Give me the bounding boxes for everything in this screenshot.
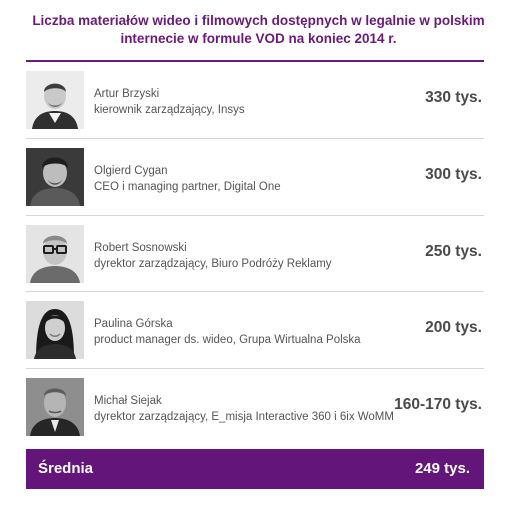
vod-count: 160-170 tys. [394, 396, 482, 413]
person-name: Artur Brzyski [94, 88, 160, 100]
person-role: product manager ds. wideo, Grupa Wirtual… [94, 334, 361, 346]
average-value: 249 tys. [414, 460, 470, 477]
avatar [26, 225, 84, 283]
vod-count: 330 tys. [425, 89, 482, 106]
title-line-2: internecie w formule VOD na koniec 2014 … [120, 31, 397, 46]
person-info: Paulina Górska product manager ds. wideo… [94, 316, 361, 348]
average-label: Średnia [38, 460, 94, 477]
list-item: Paulina Górska product manager ds. wideo… [26, 292, 484, 368]
avatar [26, 301, 84, 359]
title-line-1: Liczba materiałów wideo i filmowych dost… [32, 13, 485, 28]
person-role: kierownik zarządzający, Insys [94, 104, 245, 116]
person-name: Robert Sosnowski [94, 242, 187, 254]
person-info: Michał Siejak dyrektor zarządzający, E_m… [94, 393, 394, 425]
list-item: Robert Sosnowski dyrektor zarządzający, … [26, 216, 484, 292]
list-item: Olgierd Cygan CEO i managing partner, Di… [26, 139, 484, 215]
row-divider [26, 291, 484, 292]
person-role: CEO i managing partner, Digital One [94, 181, 281, 193]
row-divider [26, 215, 484, 216]
person-role: dyrektor zarządzający, Biuro Podróży Rek… [94, 258, 332, 270]
person-info: Robert Sosnowski dyrektor zarządzający, … [94, 240, 332, 272]
vod-count: 250 tys. [425, 243, 482, 260]
row-divider [26, 138, 484, 139]
list-item: Michał Siejak dyrektor zarządzający, E_m… [26, 369, 484, 445]
avatar [26, 71, 84, 129]
avatar [26, 148, 84, 206]
person-name: Michał Siejak [94, 395, 162, 407]
vod-count: 300 tys. [425, 166, 482, 183]
avatar [26, 378, 84, 436]
person-name: Paulina Górska [94, 318, 173, 330]
person-role: dyrektor zarządzający, E_misja Interacti… [94, 411, 394, 423]
person-info: Olgierd Cygan CEO i managing partner, Di… [94, 163, 281, 195]
list-item: Artur Brzyski kierownik zarządzający, In… [26, 62, 484, 138]
title-divider [26, 60, 484, 62]
average-bar: Średnia 249 tys. [26, 449, 484, 489]
row-divider [26, 368, 484, 369]
page-title: Liczba materiałów wideo i filmowych dost… [20, 12, 497, 48]
person-info: Artur Brzyski kierownik zarządzający, In… [94, 86, 245, 118]
person-name: Olgierd Cygan [94, 165, 168, 177]
vod-count: 200 tys. [425, 319, 482, 336]
